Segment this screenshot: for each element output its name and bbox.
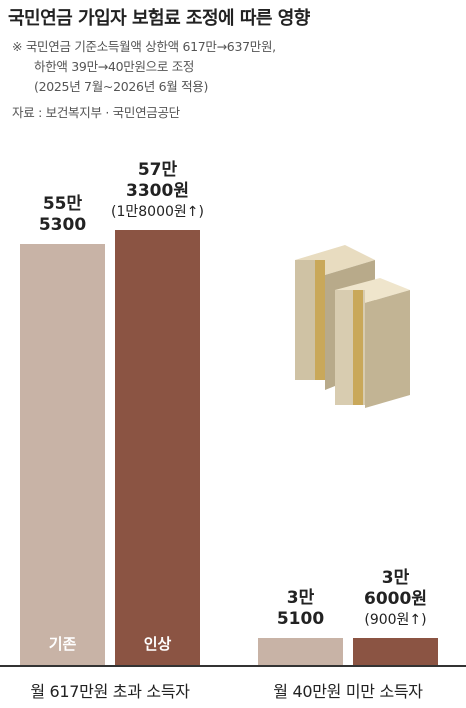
value-label-text: 3만 6000원	[364, 567, 427, 609]
value-label: 3만 6000원 (900원↑)	[333, 568, 458, 631]
note: (2025년 7월~2026년 6월 적용)	[34, 79, 209, 94]
value-label: 55만 5300	[0, 194, 125, 236]
value-label-text: 57만 3300원	[126, 160, 189, 201]
series-name: 기존	[48, 635, 77, 653]
value-label-text: 3만 5100	[276, 588, 325, 630]
source: 자료 : 보건복지부 · 국민연금공단	[12, 105, 180, 120]
bar	[20, 243, 105, 665]
value-label: 3만 5100	[238, 588, 363, 630]
chart-title: 국민연금 가입자 보험료 조정에 따른 영향	[8, 8, 310, 29]
x-category-label: 월 40만원 미만 소득자	[273, 682, 423, 701]
money-stack	[335, 278, 410, 408]
change-label: (900원↑)	[364, 611, 427, 628]
baseline	[0, 665, 466, 667]
x-category-label: 월 617만원 초과 소득자	[30, 682, 190, 701]
money-illustration	[295, 245, 410, 408]
bar	[115, 230, 200, 665]
series-name: 인상	[143, 635, 172, 653]
change-label: (1만8000원↑)	[111, 204, 204, 220]
note: ※ 국민연금 기준소득월액 상한액 617만→637만원,	[12, 39, 276, 54]
bar	[258, 638, 343, 665]
value-label: 57만 3300원 (1만8000원↑)	[95, 160, 220, 223]
value-label-text: 55만 5300	[38, 193, 87, 235]
note: 하한액 39만→40만원으로 조정	[34, 59, 195, 74]
bar	[353, 637, 438, 665]
